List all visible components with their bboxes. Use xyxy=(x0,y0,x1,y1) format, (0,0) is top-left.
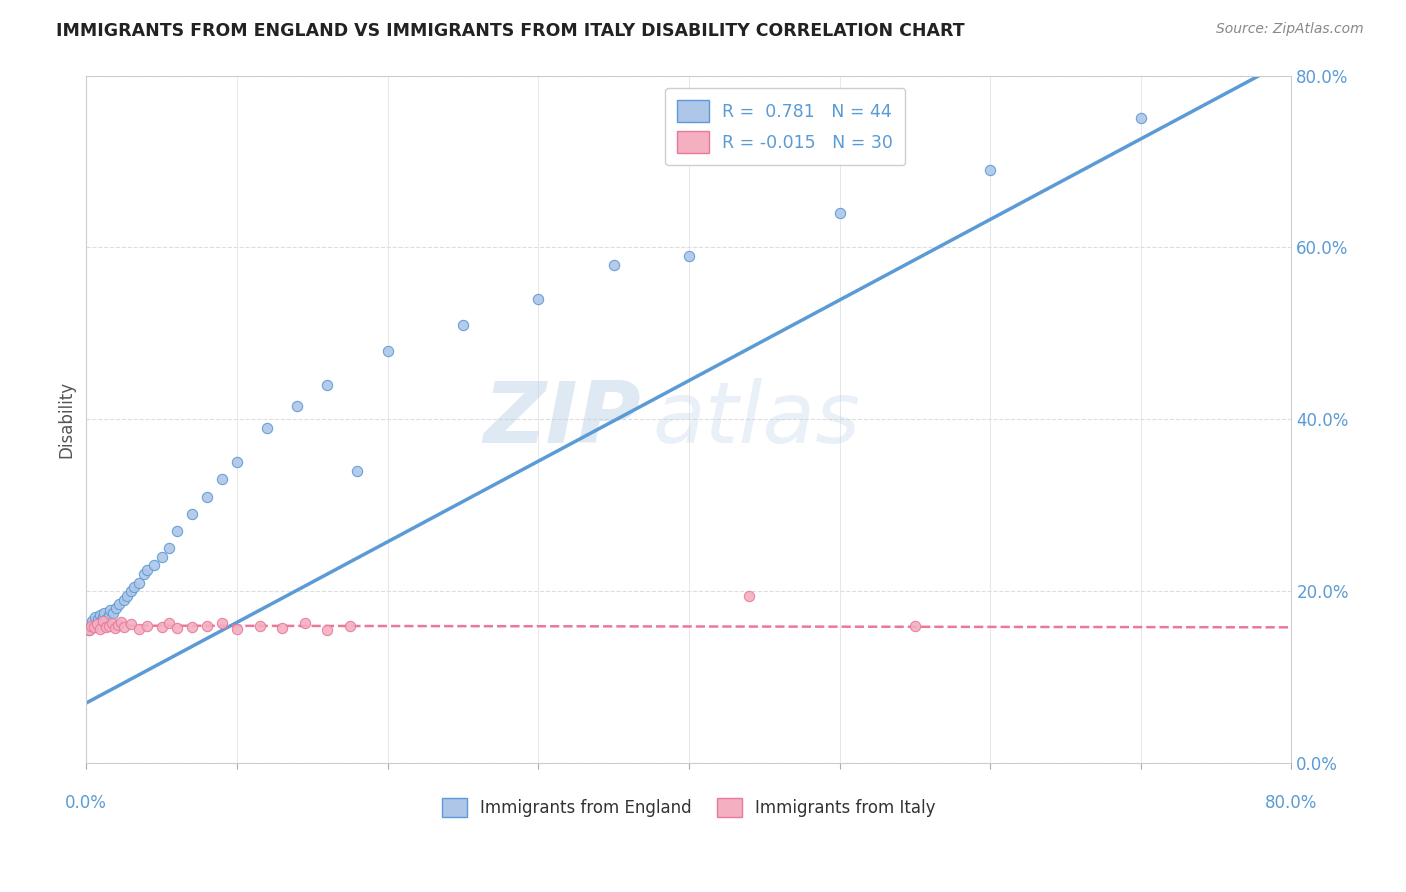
Point xyxy=(828,206,851,220)
Point xyxy=(377,343,399,358)
Point xyxy=(101,615,124,630)
Point xyxy=(339,618,361,632)
Point xyxy=(271,621,294,635)
Point xyxy=(157,541,180,556)
Point xyxy=(79,623,101,637)
Point xyxy=(87,612,110,626)
Point xyxy=(89,622,111,636)
Point xyxy=(121,616,143,631)
Point xyxy=(180,620,202,634)
Point xyxy=(195,618,218,632)
Point xyxy=(249,618,271,632)
Point xyxy=(83,620,105,634)
Point xyxy=(346,464,368,478)
Point xyxy=(94,612,117,626)
Y-axis label: Disability: Disability xyxy=(58,381,75,458)
Point xyxy=(103,606,125,620)
Point xyxy=(135,563,157,577)
Point xyxy=(195,490,218,504)
Point xyxy=(112,620,135,634)
Point xyxy=(166,621,188,635)
Point xyxy=(91,615,114,629)
Point xyxy=(294,615,316,630)
Point xyxy=(211,473,233,487)
Point xyxy=(128,622,150,636)
Point xyxy=(86,616,108,631)
Text: 0.0%: 0.0% xyxy=(65,794,107,812)
Point xyxy=(124,580,146,594)
Point xyxy=(80,618,103,632)
Point xyxy=(100,603,122,617)
Point xyxy=(83,620,105,634)
Point xyxy=(738,589,761,603)
Point xyxy=(135,618,157,632)
Point xyxy=(226,622,249,636)
Point xyxy=(105,601,128,615)
Point xyxy=(316,378,339,392)
Point xyxy=(678,249,700,263)
Text: Source: ZipAtlas.com: Source: ZipAtlas.com xyxy=(1216,22,1364,37)
Point xyxy=(602,258,624,272)
Point xyxy=(79,623,101,637)
Text: ZIP: ZIP xyxy=(484,378,641,461)
Point xyxy=(211,615,233,630)
Point xyxy=(979,163,1001,178)
Point xyxy=(104,621,127,635)
Point xyxy=(121,584,143,599)
Point xyxy=(451,318,474,332)
Point xyxy=(80,618,103,632)
Point xyxy=(285,400,308,414)
Point xyxy=(89,608,111,623)
Text: atlas: atlas xyxy=(652,378,860,461)
Point xyxy=(132,567,155,582)
Point xyxy=(1129,112,1152,126)
Point xyxy=(110,615,132,629)
Point xyxy=(82,615,104,629)
Point xyxy=(157,615,180,630)
Point xyxy=(316,623,339,637)
Point xyxy=(94,620,117,634)
Point xyxy=(527,292,550,306)
Point xyxy=(90,615,112,629)
Point xyxy=(97,618,120,632)
Point xyxy=(112,592,135,607)
Point xyxy=(91,610,114,624)
Point xyxy=(128,575,150,590)
Point xyxy=(143,558,166,573)
Legend: Immigrants from England, Immigrants from Italy: Immigrants from England, Immigrants from… xyxy=(436,791,942,823)
Point xyxy=(84,610,107,624)
Text: IMMIGRANTS FROM ENGLAND VS IMMIGRANTS FROM ITALY DISABILITY CORRELATION CHART: IMMIGRANTS FROM ENGLAND VS IMMIGRANTS FR… xyxy=(56,22,965,40)
Point xyxy=(108,597,131,611)
Text: 80.0%: 80.0% xyxy=(1265,794,1317,812)
Point xyxy=(150,549,173,564)
Point xyxy=(86,616,108,631)
Point xyxy=(904,618,927,632)
Point xyxy=(150,620,173,634)
Point xyxy=(115,589,138,603)
Point xyxy=(97,608,120,623)
Point xyxy=(107,617,129,632)
Point xyxy=(93,606,115,620)
Point xyxy=(256,421,278,435)
Point xyxy=(166,524,188,538)
Point xyxy=(226,455,249,469)
Point xyxy=(180,507,202,521)
